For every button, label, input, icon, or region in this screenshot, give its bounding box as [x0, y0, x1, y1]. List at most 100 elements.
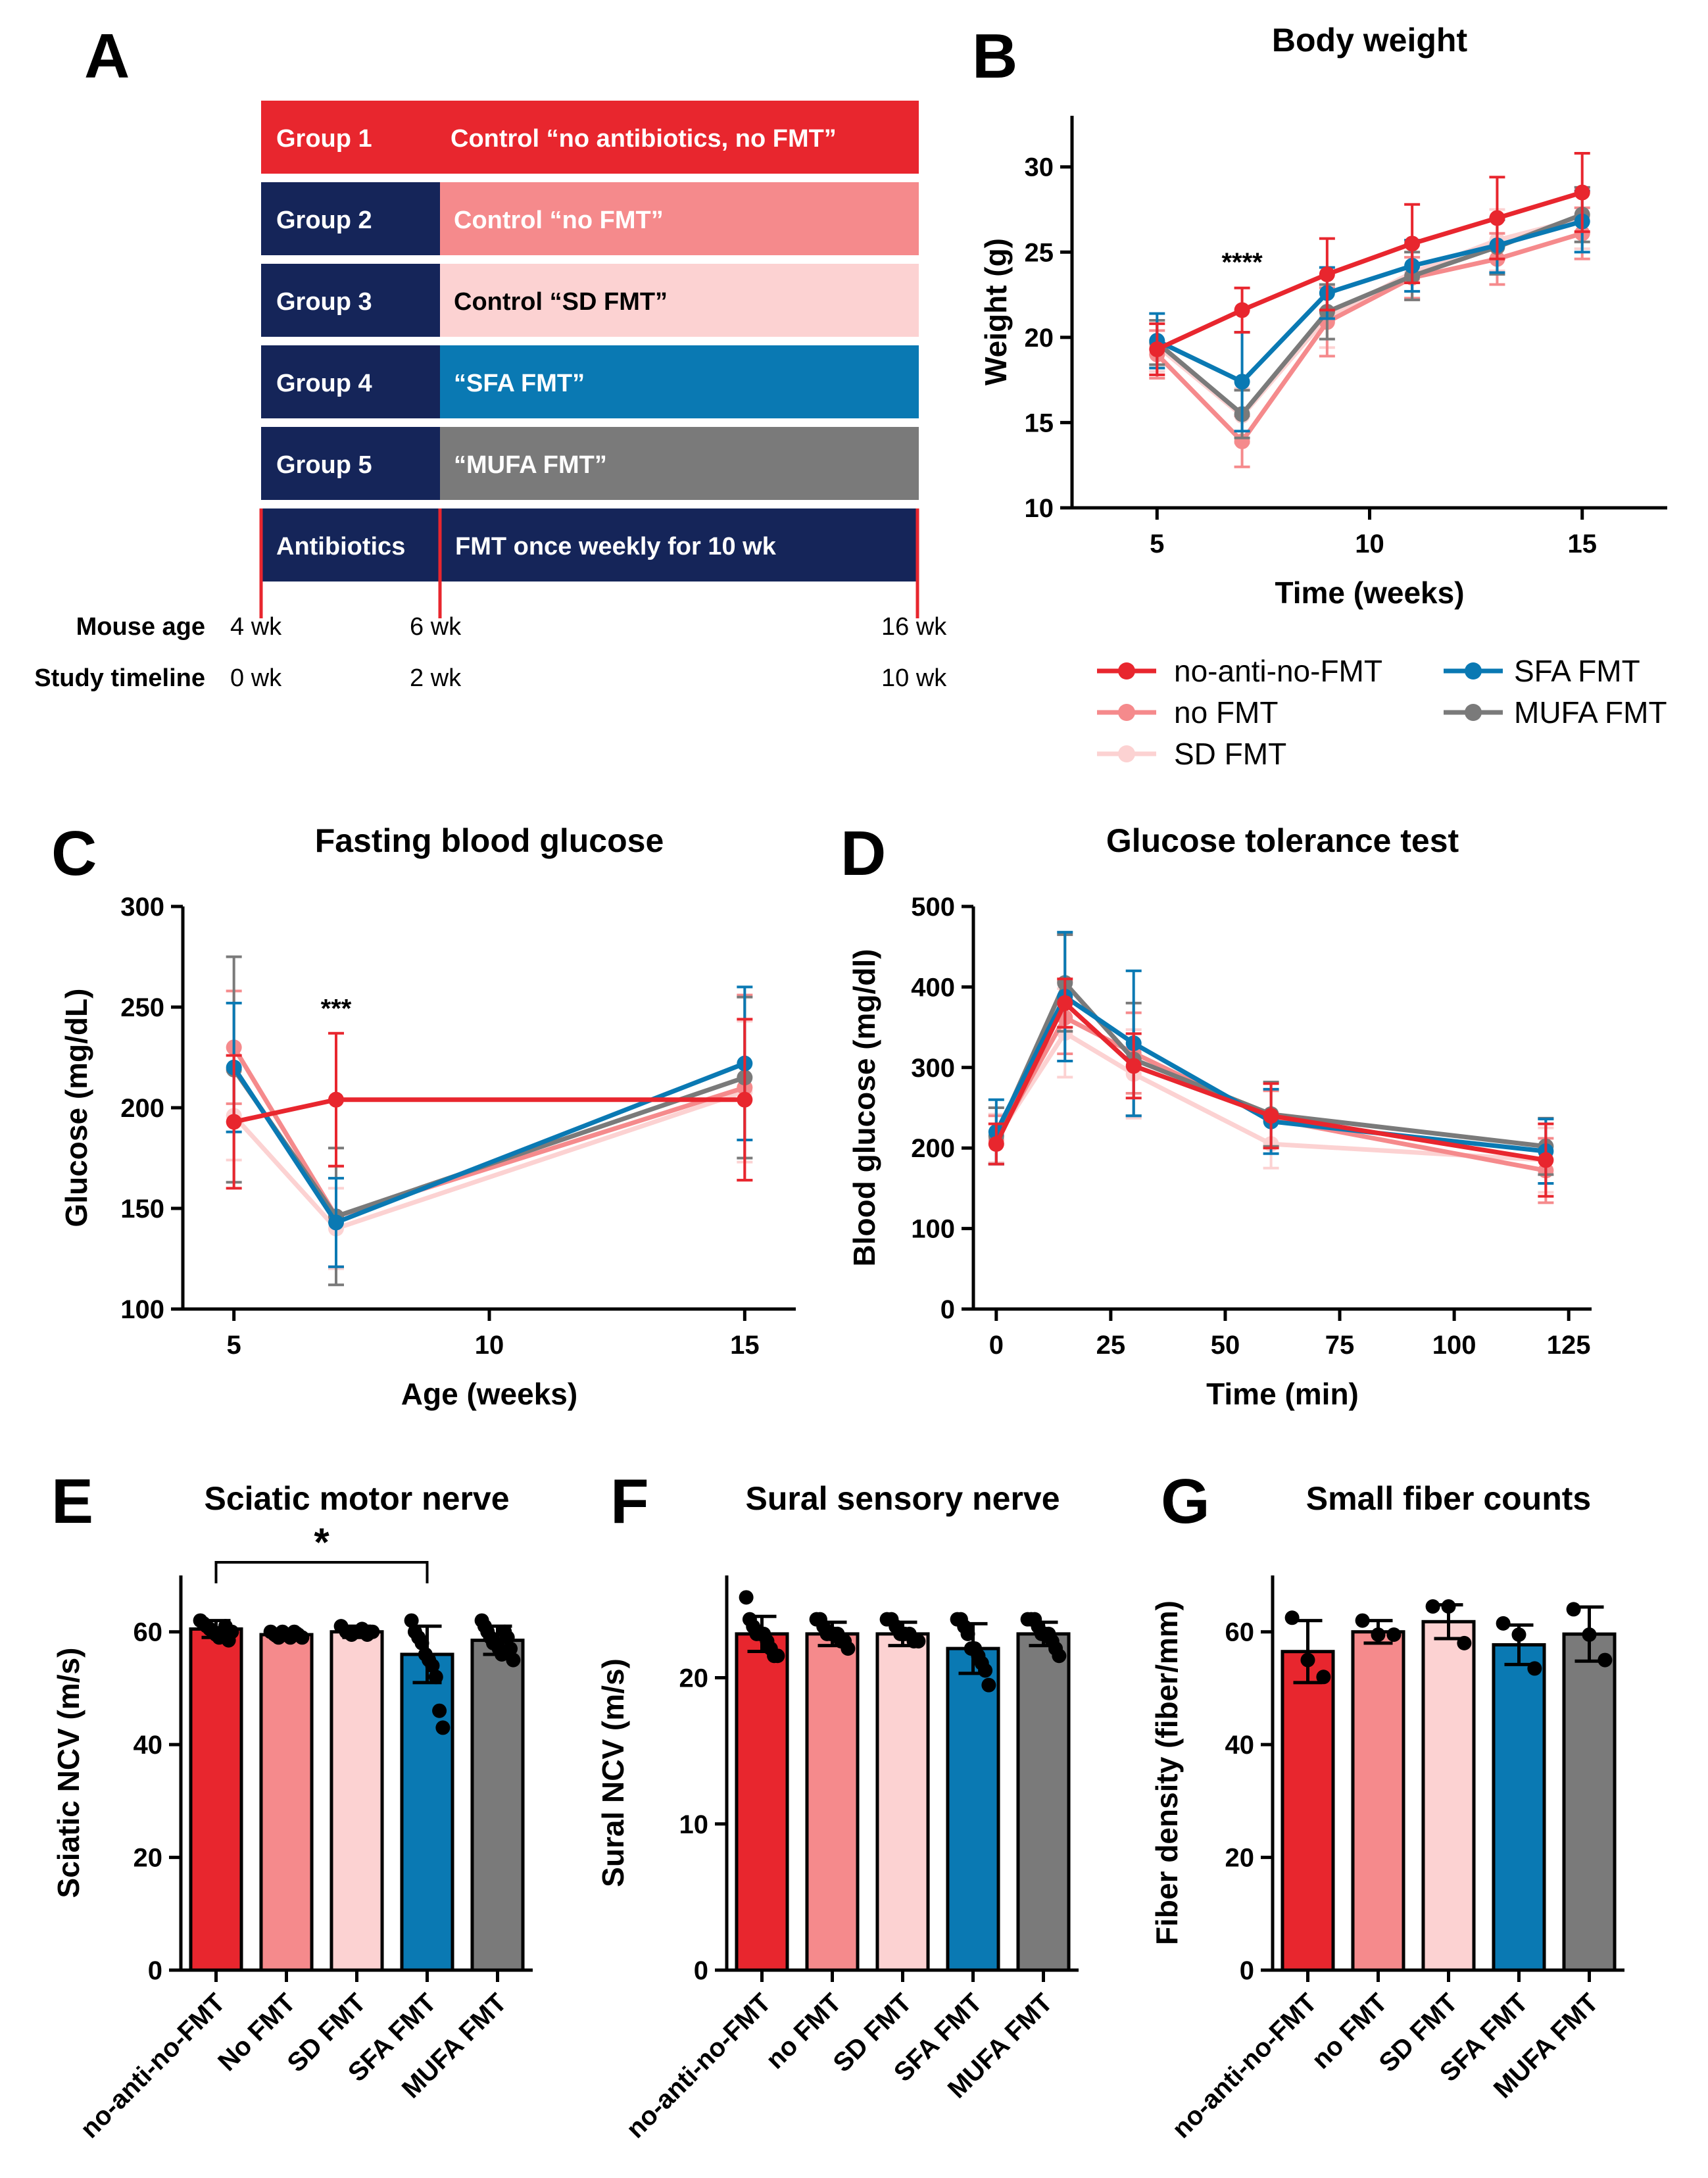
y-tick-label: 25: [1025, 238, 1054, 267]
x-tick-label: 10: [1355, 530, 1384, 558]
timeline-bar: [261, 508, 919, 582]
data-point-no-anti-no-fmt: [739, 1590, 754, 1605]
bar-sd-fmt: [1421, 1620, 1476, 1972]
panel-a-study-design: Group 1 Control “no antibiotics, no FMT”…: [34, 101, 947, 692]
data-point-sd-fmt: [1457, 1635, 1472, 1650]
chart-title: Body weight: [1272, 22, 1468, 59]
x-tick-label-no-anti-no-fmt: no-anti-no-FMT: [1167, 1988, 1323, 2144]
chart-title: Fasting blood glucose: [315, 822, 664, 859]
significance-marker: ****: [1221, 248, 1263, 277]
group-4-label: Group 4: [276, 370, 372, 397]
group-2-desc-cell: [440, 182, 919, 255]
y-tick-label: 300: [120, 893, 164, 922]
x-tick-label: 5: [227, 1331, 241, 1360]
bar-sfa-fmt: [1492, 1643, 1546, 1972]
data-point-mufa-fmt: [503, 1641, 518, 1656]
axes: [1070, 116, 1667, 510]
data-point-no-anti-no-fmt: [224, 1624, 239, 1639]
y-tick-label: 10: [1025, 494, 1054, 523]
data-point-no-fmt: [1371, 1627, 1386, 1642]
y-tick-label: 60: [1225, 1618, 1255, 1647]
data-point-no-anti-no-fmt: [770, 1648, 785, 1664]
data-point-mufa-fmt: [500, 1630, 515, 1645]
y-tick-label: 250: [120, 993, 164, 1022]
y-tick-label: 20: [679, 1664, 709, 1693]
legend-label-sfa-fmt: SFA FMT: [1514, 654, 1640, 688]
chart-title: Sural sensory nerve: [745, 1480, 1060, 1517]
legend-label-no-fmt: no FMT: [1174, 695, 1278, 730]
y-tick-label: 0: [940, 1295, 955, 1324]
data-point-sd-fmt: [1441, 1599, 1456, 1614]
y-tick-label: 400: [911, 973, 955, 1002]
group-4-desc: “SFA FMT”: [454, 370, 585, 397]
group-5-label: Group 5: [276, 451, 372, 479]
chart-title: Small fiber counts: [1306, 1480, 1591, 1517]
study-timeline-tick-3: 10 wk: [881, 664, 947, 692]
data-point-mufa-fmt: [1052, 1648, 1067, 1664]
series-line-mufa-fmt: [1156, 212, 1583, 416]
group-5-desc-cell: [440, 427, 919, 500]
data-point-sfa-fmt: [1527, 1661, 1542, 1676]
x-tick-label: 15: [1567, 530, 1597, 558]
mouse-age-tick-2: 6 wk: [410, 613, 462, 641]
y-tick-label: 40: [134, 1731, 163, 1760]
data-point-sd-fmt: [911, 1634, 926, 1648]
data-point-sfa-fmt: [960, 1626, 975, 1641]
x-tick-label: 125: [1547, 1331, 1591, 1360]
bar-sfa-fmt: [946, 1646, 1000, 1972]
x-tick-label: 10: [475, 1331, 504, 1360]
y-axis-label: Sciatic NCV (m/s): [51, 1648, 85, 1898]
x-axis-label: Time (weeks): [1275, 576, 1464, 610]
y-tick-label: 15: [1025, 408, 1054, 437]
legend-marker-no-anti-no-fmt: [1118, 662, 1135, 680]
data-point-no-anti-no-fmt: [226, 1114, 242, 1130]
series-line-no-fmt: [1155, 231, 1583, 444]
y-tick-label: 200: [120, 1094, 164, 1123]
y-tick-label: 0: [694, 1956, 708, 1985]
legend-marker-sfa-fmt: [1465, 662, 1482, 680]
y-axis-label: Weight (g): [979, 238, 1013, 385]
data-point-sfa-fmt: [981, 1677, 996, 1693]
data-point-no-anti-no-fmt: [988, 1136, 1004, 1152]
panel-letter-f: F: [610, 1466, 649, 1537]
legend-marker-no-fmt: [1118, 704, 1135, 721]
x-axis-label: Age (weeks): [401, 1377, 577, 1411]
group-3-desc-cell: [440, 264, 919, 337]
x-tick-label: 15: [730, 1331, 760, 1360]
legend-marker-mufa-fmt: [1465, 704, 1482, 721]
panel-c-fasting-glucose: Fasting blood glucose 100 150 200 250 300 5 10 1…: [59, 822, 796, 1411]
group-4-desc-cell: [440, 345, 919, 418]
y-tick-label: 30: [1025, 153, 1054, 182]
y-tick-label: 150: [120, 1195, 164, 1224]
y-tick-label: 20: [1025, 324, 1054, 353]
data-point-sfa-fmt: [414, 1635, 429, 1650]
group-5-label-cell: [261, 427, 440, 500]
timeline-fmt: FMT once weekly for 10 wk: [455, 533, 777, 560]
y-tick-label: 200: [911, 1134, 955, 1163]
series-line-sd-fmt: [1156, 216, 1583, 418]
series-line-sfa-fmt: [1156, 219, 1583, 384]
bar-no-fmt: [1351, 1630, 1405, 1972]
x-tick-label: 50: [1211, 1331, 1240, 1360]
legend-marker-sd-fmt: [1118, 745, 1135, 762]
data-point-no-anti-no-fmt: [1300, 1652, 1315, 1668]
y-tick-label: 20: [134, 1844, 163, 1873]
x-tick-label: 100: [1432, 1331, 1476, 1360]
data-point-sfa-fmt: [1234, 374, 1250, 390]
significance-marker: ***: [321, 994, 352, 1023]
data-point-no-anti-no-fmt: [1319, 266, 1335, 282]
legend-label-sd-fmt: SD FMT: [1174, 737, 1286, 771]
y-axis-label: Sural NCV (m/s): [596, 1658, 630, 1887]
data-point-sfa-fmt: [978, 1663, 993, 1678]
bar-no-fmt: [259, 1633, 314, 1972]
data-point-mufa-fmt: [1598, 1652, 1613, 1668]
bar-sfa-fmt: [400, 1652, 454, 1972]
legend-label-mufa-fmt: MUFA FMT: [1514, 695, 1667, 730]
group-1-row: [261, 101, 919, 174]
data-point-sfa-fmt: [1496, 1616, 1511, 1631]
group-4-label-cell: [261, 345, 440, 418]
data-point-no-anti-no-fmt: [328, 1091, 344, 1108]
data-point-sfa-fmt: [404, 1613, 419, 1628]
data-point-no-anti-no-fmt: [1404, 235, 1421, 252]
